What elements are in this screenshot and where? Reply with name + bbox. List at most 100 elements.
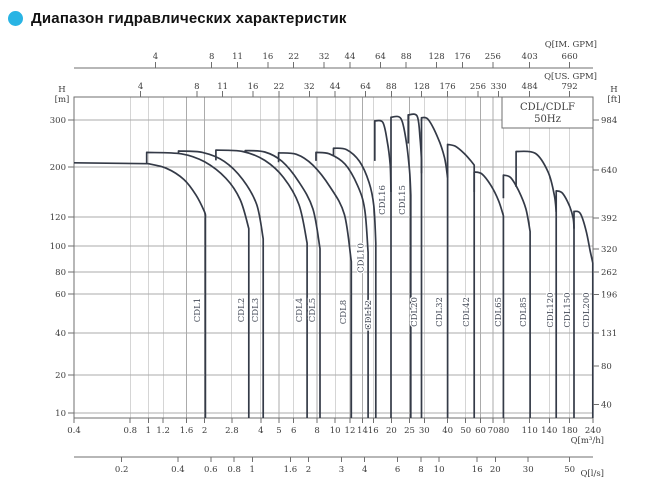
tick-label-q-ls: 4 [362,465,367,475]
tick-label-im-gpm: 32 [319,52,330,62]
tick-label-q-m3h: 0.8 [123,426,137,436]
tick-label-im-gpm: 8 [209,52,214,62]
tick-label-us-gpm: 11 [217,82,228,92]
axis-title-q-ls: Q[l/s] [580,469,604,479]
tick-label-h-m: 80 [55,268,66,278]
curve-CDL32 [420,116,449,418]
tick-label-us-gpm: 128 [414,82,430,92]
tick-label-q-m3h: 0.4 [67,426,81,436]
tick-label-us-gpm: 88 [386,82,397,92]
curve-label-CDL16: CDL16 [378,185,388,215]
curve-label-CDL4: CDL4 [295,298,305,322]
tick-label-h-ft: 262 [601,268,617,278]
tick-label-im-gpm: 44 [345,52,356,62]
tick-label-us-gpm: 4 [138,82,143,92]
tick-label-h-m: 200 [50,163,66,173]
curve-CDL65 [473,171,505,418]
tick-label-q-ls: 2 [306,465,311,475]
tick-label-h-ft: 131 [601,329,617,339]
tick-label-us-gpm: 16 [248,82,259,92]
curve-CDL1 [73,161,207,418]
tick-label-h-m: 60 [55,290,66,300]
axis-title-h-left: H [58,85,65,95]
tick-label-us-gpm: 256 [470,82,486,92]
curve-label-CDL85: CDL85 [519,297,529,327]
tick-label-h-ft: 392 [601,214,617,224]
tick-label-q-m3h: 10 [330,426,341,436]
tick-label-im-gpm: 11 [232,52,243,62]
tick-label-im-gpm: 660 [562,52,578,62]
series-box-line1: CDL/CDLF [520,102,575,113]
curve-label-CDL12: CDL12 [364,300,374,330]
tick-label-q-ls: 6 [395,465,400,475]
tick-label-im-gpm: 4 [153,52,158,62]
tick-label-q-m3h: 60 [475,426,486,436]
axis-title-us-gpm: Q[US. GPM] [544,72,597,82]
tick-label-q-ls: 0.2 [115,465,129,475]
curve-CDL8 [277,152,353,418]
curve-label-CDL42: CDL42 [462,297,472,327]
curve-CDL2 [145,151,250,418]
tick-label-us-gpm: 64 [360,82,371,92]
tick-label-q-m3h: 12 [345,426,356,436]
tick-label-q-m3h: 110 [522,426,538,436]
curve-CDL42 [446,143,476,418]
axis-title-im-gpm: Q[IM. GPM] [545,40,597,50]
curve-CDL85 [502,174,531,418]
axis-unit-h-left: [m] [55,95,70,105]
curve-label-CDL65: CDL65 [494,297,504,327]
tick-label-q-m3h: 30 [419,426,430,436]
tick-label-h-m: 300 [50,116,66,126]
tick-label-q-m3h: 40 [442,426,453,436]
tick-label-q-m3h: 25 [404,426,415,436]
tick-label-im-gpm: 128 [428,52,444,62]
tick-label-q-m3h: 4 [258,426,263,436]
curve-label-CDL8: CDL8 [339,300,349,324]
tick-label-im-gpm: 64 [375,52,386,62]
tick-label-us-gpm: 44 [330,82,341,92]
tick-label-q-m3h: 180 [562,426,578,436]
tick-label-im-gpm: 176 [454,52,470,62]
tick-label-q-m3h: 1.2 [156,426,170,436]
series-box-line2: 50Hz [534,114,561,125]
curve-label-CDL150: CDL150 [563,292,573,327]
curve-label-CDL15: CDL15 [398,185,408,215]
curve-CDL5 [244,149,321,418]
tick-label-q-m3h: 20 [386,426,397,436]
page-title: Диапазон гидравлических характеристик [31,10,347,27]
tick-label-q-m3h: 16 [368,426,379,436]
tick-label-q-ls: 0.8 [227,465,241,475]
tick-label-h-ft: 196 [601,291,617,301]
tick-label-us-gpm: 176 [439,82,455,92]
series-box [501,96,594,129]
tick-label-q-m3h: 140 [541,426,557,436]
tick-label-q-ls: 16 [472,465,483,475]
tick-label-q-ls: 0.6 [204,465,218,475]
tick-label-us-gpm: 8 [194,82,199,92]
curve-label-CDL32: CDL32 [435,297,445,327]
tick-label-us-gpm: 330 [490,82,506,92]
tick-label-im-gpm: 88 [401,52,412,62]
bullet-icon [8,11,23,26]
tick-label-q-m3h: 2 [202,426,207,436]
tick-label-q-ls: 0.4 [171,465,185,475]
curve-label-CDL120: CDL120 [546,292,556,327]
curve-CDL12 [332,147,377,418]
tick-label-im-gpm: 256 [485,52,501,62]
tick-label-q-m3h: 14 [357,426,368,436]
tick-label-us-gpm: 792 [561,82,577,92]
tick-label-q-m3h: 1 [146,426,151,436]
tick-label-im-gpm: 16 [262,52,273,62]
tick-label-h-m: 100 [50,242,66,252]
tick-label-q-m3h: 240 [585,426,601,436]
curve-label-CDL3: CDL3 [251,298,261,322]
axis-unit-h-right: [ft] [607,95,620,105]
tick-label-h-m: 10 [55,409,66,419]
curve-label-CDL20: CDL20 [410,297,420,327]
curve-label-CDL10: CDL10 [357,243,367,273]
tick-label-q-m3h: 8 [314,426,319,436]
tick-label-us-gpm: 32 [304,82,315,92]
axis-title-q-m3h: Q[m³/h] [571,436,604,446]
